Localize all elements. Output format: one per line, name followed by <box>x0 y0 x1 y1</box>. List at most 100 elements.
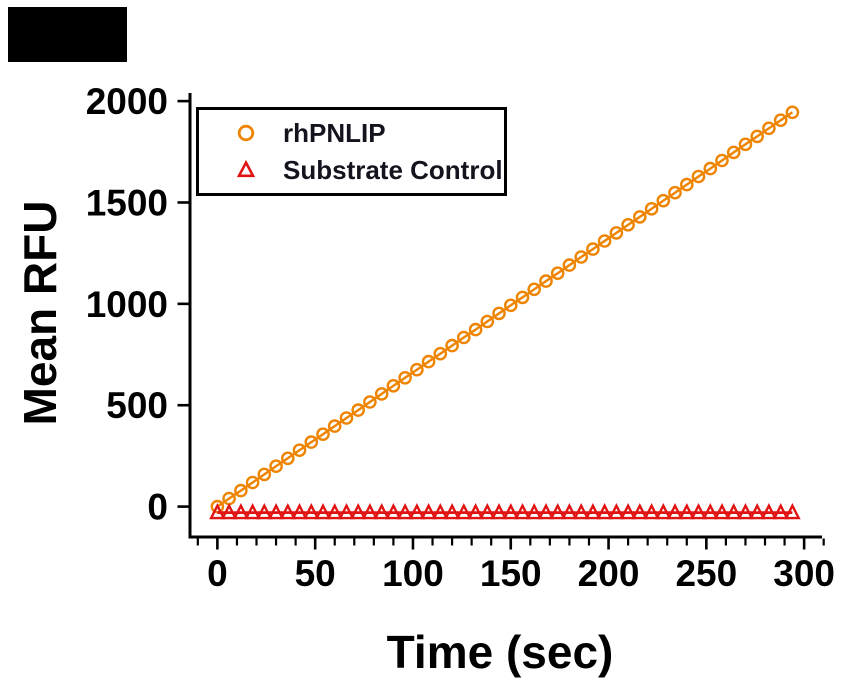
data-point-marker <box>304 435 319 449</box>
data-point-marker <box>349 503 367 520</box>
data-point-marker <box>433 346 448 361</box>
data-point-marker <box>386 378 401 393</box>
data-point-marker <box>748 503 766 520</box>
data-point-marker <box>327 419 342 433</box>
data-point-marker <box>244 503 261 520</box>
data-point-marker <box>314 503 332 520</box>
data-point-marker <box>725 503 742 520</box>
data-point-marker <box>361 503 379 520</box>
data-point-marker <box>572 503 590 520</box>
data-point-marker <box>326 503 343 520</box>
legend-label-rhpnlip: rhPNLIP <box>283 117 386 148</box>
data-point-marker <box>468 322 483 337</box>
data-point-marker <box>269 459 283 474</box>
data-point-marker <box>550 266 565 281</box>
data-point-marker <box>303 503 320 520</box>
data-point-marker <box>549 503 566 520</box>
data-point-marker <box>245 475 260 490</box>
legend-label-substrate-control: Substrate Control <box>283 154 503 185</box>
data-point-marker <box>456 330 471 345</box>
x-tick-label: 50 <box>295 553 336 594</box>
data-point-marker <box>597 234 612 248</box>
data-point-marker <box>784 503 801 520</box>
data-point-marker <box>351 403 366 417</box>
data-point-marker <box>492 306 506 321</box>
x-tick-label: 150 <box>480 553 542 594</box>
data-point-marker <box>726 145 741 160</box>
data-point-marker <box>445 338 459 353</box>
data-point-marker <box>737 503 754 520</box>
data-point-marker <box>443 503 461 520</box>
data-point-marker <box>515 290 530 305</box>
data-point-marker <box>668 185 682 200</box>
data-point-marker <box>256 503 273 520</box>
data-point-marker <box>316 427 330 442</box>
data-point-marker <box>455 503 473 520</box>
data-point-marker <box>234 483 248 498</box>
data-point-marker <box>514 503 531 520</box>
data-point-marker <box>666 503 684 520</box>
data-point-marker <box>760 503 778 520</box>
data-point-marker <box>410 362 424 377</box>
data-point-marker <box>539 274 553 288</box>
data-point-marker <box>209 503 226 520</box>
y-tick-label: 500 <box>106 385 168 426</box>
data-point-marker <box>480 314 495 329</box>
data-point-marker <box>467 503 484 520</box>
data-point-marker <box>738 137 753 152</box>
data-point-marker <box>338 503 355 520</box>
data-point-marker <box>363 395 377 409</box>
data-point-marker <box>279 503 297 520</box>
y-axis-ticks: 0 500 1000 1500 2000 <box>86 81 190 528</box>
data-point-marker <box>503 298 518 313</box>
data-point-marker <box>621 217 635 232</box>
triangle-marker-icon <box>236 159 256 178</box>
data-point-marker <box>421 354 436 369</box>
x-axis-ticks: 0 50 100 150 200 250 300 <box>196 538 835 594</box>
data-point-marker <box>715 153 729 168</box>
data-point-marker <box>680 177 694 192</box>
data-point-marker <box>432 503 449 520</box>
data-point-marker <box>574 250 589 264</box>
data-point-marker <box>398 370 412 385</box>
data-point-marker <box>257 467 272 482</box>
data-point-marker <box>596 503 613 520</box>
y-tick-label: 1000 <box>86 284 168 325</box>
data-point-marker <box>385 503 402 520</box>
data-point-marker <box>373 503 390 520</box>
legend: rhPNLIP Substrate Control <box>196 107 507 196</box>
data-point-marker <box>420 503 437 520</box>
legend-item-substrate-control: Substrate Control <box>199 155 503 185</box>
data-point-marker <box>762 121 776 136</box>
data-point-marker <box>609 226 624 240</box>
legend-item-rhpnlip: rhPNLIP <box>199 118 386 148</box>
data-point-marker <box>644 201 659 216</box>
data-point-marker <box>655 503 672 520</box>
x-tick-label: 0 <box>207 553 228 594</box>
data-point-marker <box>267 503 285 520</box>
data-point-marker <box>643 503 660 520</box>
data-point-marker <box>339 411 354 425</box>
data-point-marker <box>773 113 788 127</box>
data-point-marker <box>502 503 520 520</box>
data-point-marker <box>750 129 765 144</box>
data-point-marker <box>490 503 508 520</box>
data-point-marker <box>408 503 426 520</box>
data-point-marker <box>785 105 800 120</box>
x-tick-label: 200 <box>578 553 640 594</box>
data-point-marker <box>537 503 555 520</box>
x-tick-label: 250 <box>675 553 737 594</box>
data-point-marker <box>562 258 577 272</box>
blackout-box <box>8 7 127 62</box>
data-point-marker <box>619 503 637 520</box>
data-point-marker <box>631 503 649 520</box>
data-point-marker <box>561 503 578 520</box>
x-tick-label: 300 <box>773 553 835 594</box>
data-point-marker <box>703 161 718 176</box>
y-tick-label: 0 <box>147 487 168 528</box>
data-point-marker <box>220 503 238 520</box>
data-point-marker <box>527 282 542 297</box>
y-tick-label: 1500 <box>86 182 168 223</box>
circle-marker-icon <box>237 124 255 142</box>
